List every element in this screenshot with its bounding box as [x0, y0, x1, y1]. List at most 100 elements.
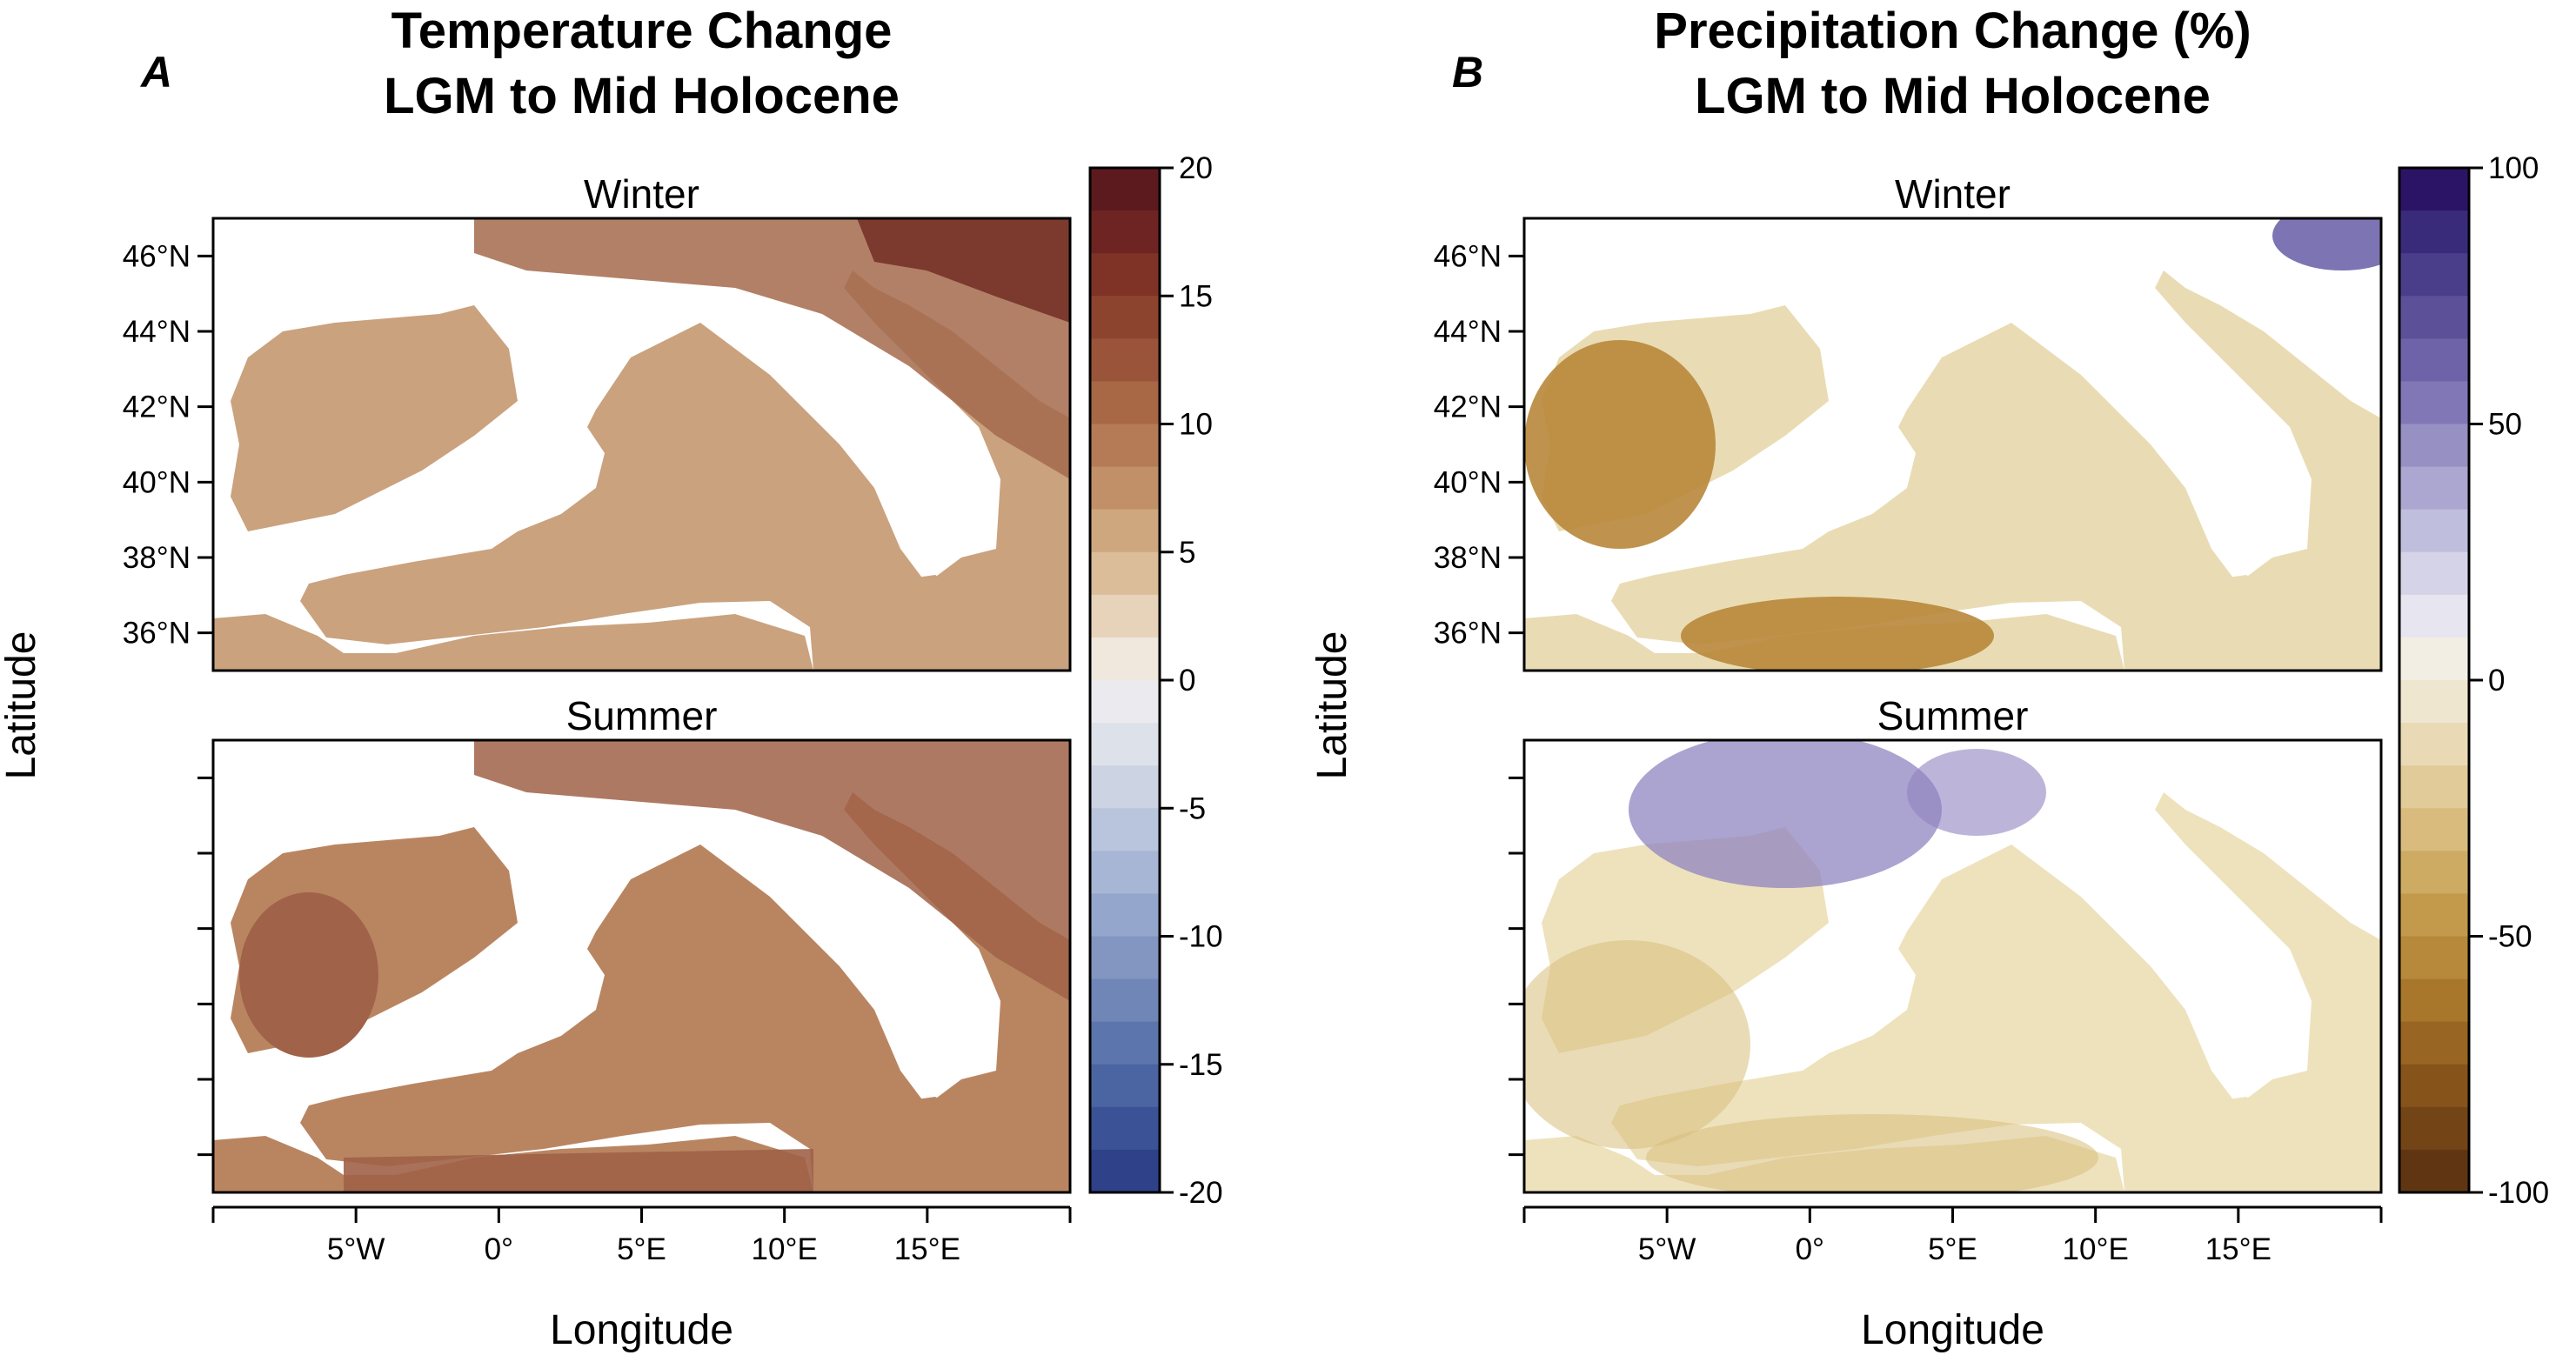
colorbar-swatch: [1090, 1106, 1160, 1151]
africa-warm: [344, 1149, 813, 1192]
colorbar-swatch: [2399, 1021, 2469, 1065]
x-tick-label: 5°W: [327, 1232, 385, 1266]
season-label: Summer: [1877, 693, 2029, 738]
colorbar-swatch: [2399, 210, 2469, 255]
colorbar-swatch: [2399, 1106, 2469, 1151]
colorbar-swatch: [1090, 509, 1160, 553]
map-field: [213, 218, 1070, 671]
x-axis: 5°W 0° 5°E 10°E 15°E: [211, 1205, 1072, 1266]
colorbar-swatch: [2399, 1064, 2469, 1108]
france-wet: [1629, 740, 1942, 888]
y-tick-label: 42°N: [123, 391, 191, 424]
colorbar-swatch: [1090, 1021, 1160, 1065]
africa-dry: [1646, 1114, 2098, 1192]
y-tick-label: 38°N: [123, 541, 191, 575]
colorbar-tick-label: -5: [1179, 791, 1206, 825]
colorbar-swatch: [2399, 381, 2469, 425]
iberia-dry: [1524, 340, 1716, 549]
colorbar-swatch: [1090, 1149, 1160, 1193]
colorbar-swatch: [2399, 851, 2469, 895]
map-summer: Summer: [197, 693, 1072, 1194]
x-axis-label: Longitude: [1861, 1307, 2044, 1353]
colorbar-tick-label: 0: [1179, 664, 1195, 698]
panel-title-line1: Precipitation Change (%): [1654, 3, 2251, 59]
alps-wet: [2272, 218, 2381, 270]
y-tick-label: 46°N: [123, 239, 191, 273]
x-tick-label: 5°W: [1638, 1232, 1696, 1266]
y-tick-label: 44°N: [1434, 315, 1502, 349]
colorbar: 100 50 0 -50 -100: [2398, 151, 2549, 1210]
colorbar-tick-label: -100: [2488, 1176, 2549, 1210]
colorbar-swatch: [2399, 637, 2469, 681]
africa-dry: [1681, 597, 1994, 671]
colorbar-swatch: [2399, 594, 2469, 638]
x-tick-label: 5°E: [617, 1232, 666, 1266]
colorbar-tick-label: 100: [2488, 151, 2539, 185]
colorbar-tick-label: 20: [1179, 151, 1213, 185]
x-tick-label: 0°: [485, 1232, 513, 1266]
colorbar-tick-label: 5: [1179, 536, 1195, 570]
map-content: [213, 218, 1070, 671]
colorbar-swatch: [1090, 466, 1160, 511]
colorbar-swatch: [1090, 808, 1160, 852]
y-tick-label: 42°N: [1434, 391, 1502, 424]
x-axis: 5°W 0° 5°E 10°E 15°E: [1522, 1205, 2383, 1266]
colorbar-swatch: [2399, 723, 2469, 767]
x-tick-label: 15°E: [894, 1232, 960, 1266]
map-field: [1524, 740, 2381, 1192]
x-tick-label: 10°E: [2063, 1232, 2129, 1266]
y-tick-label: 38°N: [1434, 541, 1502, 575]
colorbar-swatch: [2399, 466, 2469, 511]
map-winter: Winter 46°N 44°N 42°N 40°N 38°N 36°N: [123, 171, 1072, 672]
colorbar-swatch: [1090, 765, 1160, 810]
map-content: [1524, 740, 2381, 1192]
map-field: [1524, 218, 2381, 671]
panel-title-line2: LGM to Mid Holocene: [1695, 68, 2211, 124]
north-wet: [1907, 749, 2046, 836]
map-frame: [211, 738, 1072, 1194]
map-content: [213, 740, 1070, 1192]
y-tick-label: 46°N: [1434, 239, 1502, 273]
colorbar-swatch: [1090, 338, 1160, 383]
colorbar-swatch: [2399, 509, 2469, 553]
colorbar-swatch: [2399, 936, 2469, 980]
colorbar-swatch: [1090, 551, 1160, 596]
season-label: Winter: [584, 171, 699, 217]
colorbar-swatch: [1090, 893, 1160, 938]
colorbar-swatch: [2399, 978, 2469, 1023]
season-label: Winter: [1895, 171, 2011, 217]
x-tick-label: 15°E: [2205, 1232, 2272, 1266]
precip-region: [1524, 218, 2381, 671]
x-tick-label: 5°E: [1928, 1232, 1977, 1266]
map-winter: Winter 46°N 44°N 42°N 40°N 38°N 36°N: [1434, 171, 2383, 672]
colorbar-swatch: [2399, 338, 2469, 383]
colorbar-swatch: [2399, 253, 2469, 297]
y-axis-label: Latitude: [1309, 631, 1355, 780]
colorbar-swatch: [2399, 765, 2469, 810]
panel-a: A Temperature Change LGM to Mid Holocene Wi…: [0, 3, 1223, 1353]
x-tick-label: 0°: [1796, 1232, 1824, 1266]
colorbar-swatch: [1090, 253, 1160, 297]
warm-zone: [474, 740, 1070, 1001]
colorbar-swatch: [2399, 1149, 2469, 1193]
colorbar-swatch: [1090, 296, 1160, 340]
colorbar-tick-label: 50: [2488, 408, 2522, 442]
colorbar-swatch: [1090, 637, 1160, 681]
x-axis-label: Longitude: [550, 1307, 733, 1353]
warm-region: [474, 218, 1070, 479]
colorbar-tick-label: -15: [1179, 1048, 1223, 1082]
colorbar-tick-label: 0: [2488, 664, 2505, 698]
map-content: [1524, 218, 2381, 671]
y-tick-label: 36°N: [123, 617, 191, 651]
map-summer: Summer: [1509, 693, 2383, 1194]
y-tick-label: 36°N: [1434, 617, 1502, 651]
colorbar-swatch: [1090, 851, 1160, 895]
colorbar-swatch: [2399, 296, 2469, 340]
warm-zone: [474, 218, 1070, 479]
iberia-dry: [1524, 940, 1750, 1149]
colorbar-swatch: [2399, 424, 2469, 468]
colorbar-swatch: [2399, 893, 2469, 938]
y-tick-label: 40°N: [1434, 465, 1502, 499]
colorbar-swatch: [2399, 808, 2469, 852]
